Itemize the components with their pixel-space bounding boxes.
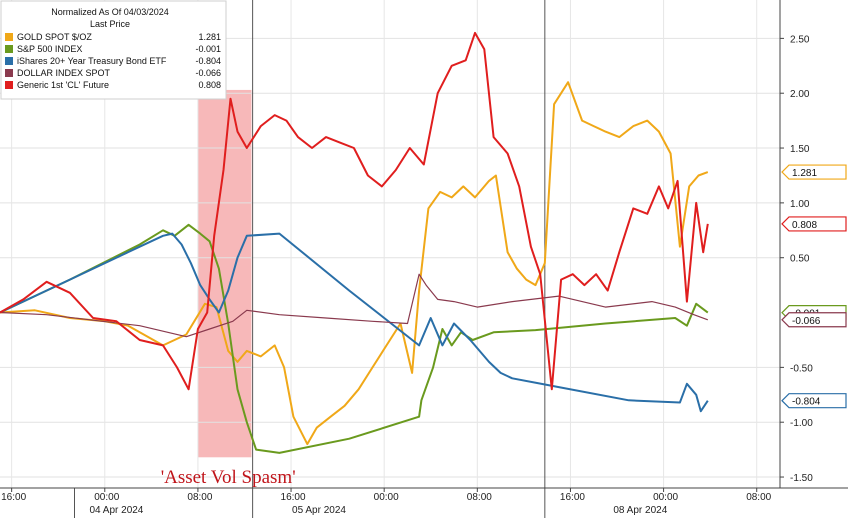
badge-shape [781, 164, 847, 180]
x-date-label: 04 Apr 2024 [89, 505, 143, 516]
x-tick-label: 00:00 [374, 492, 399, 503]
annotation-label: 'Asset Vol Spasm' [161, 467, 296, 488]
y-axis-ticks: 2.50 2.00 1.50 1.00 0.50 -0.50 -1.00 -1.50 [780, 34, 813, 484]
legend-subheader: Last Price [90, 19, 130, 29]
series-line-3 [0, 273, 709, 338]
x-tick-label: 08:00 [187, 492, 212, 503]
legend-series-value: -0.001 [195, 44, 221, 54]
y-tick-label: 1.50 [790, 144, 810, 155]
legend-series-name: Generic 1st 'CL' Future [17, 80, 109, 90]
badge-shape [781, 216, 847, 232]
y-tick-label: -1.50 [790, 473, 813, 484]
x-axis-dates: 04 Apr 2024 05 Apr 2024 08 Apr 2024 [89, 505, 667, 516]
x-tick-label: 00:00 [94, 492, 119, 503]
legend-series-name: S&P 500 INDEX [17, 44, 82, 54]
legend-series-value: -0.804 [195, 56, 221, 66]
y-tick-label: 2.50 [790, 34, 810, 45]
last-price-badge: 0.808 [781, 216, 847, 232]
legend-series-value: -0.066 [195, 68, 221, 78]
y-tick-label: 2.00 [790, 89, 810, 100]
last-price-badge: -0.066 [781, 312, 847, 328]
x-tick-label: 08:00 [746, 492, 771, 503]
legend-series-name: GOLD SPOT $/OZ [17, 32, 92, 42]
badge-value: 0.808 [792, 220, 817, 231]
x-axis-ticks: 16:00 00:00 08:00 16:00 00:00 08:00 16:00 00:00… [1, 488, 772, 503]
series-lines [0, 31, 709, 454]
legend-box [0, 0, 227, 100]
x-tick-label: 16:00 [281, 492, 306, 503]
legend-swatch [5, 45, 13, 53]
series-line-2 [0, 232, 709, 413]
last-price-badge: 1.281 [781, 164, 847, 180]
legend-swatch [5, 57, 13, 65]
legend-series-name: DOLLAR INDEX SPOT [17, 68, 111, 78]
legend-series-name: iShares 20+ Year Treasury Bond ETF [17, 56, 167, 66]
x-tick-label: 16:00 [560, 492, 585, 503]
legend: Normalized As Of 04/03/2024 Last Price G… [0, 0, 227, 100]
badge-value: -0.804 [792, 397, 821, 408]
legend-swatch [5, 81, 13, 89]
badge-shape [781, 393, 847, 409]
y-tick-label: 1.00 [790, 199, 810, 210]
x-tick-label: 00:00 [653, 492, 678, 503]
y-tick-label: -1.00 [790, 418, 813, 429]
legend-swatch [5, 33, 13, 41]
legend-series-value: 0.808 [198, 80, 221, 90]
highlight-band [197, 89, 252, 458]
x-date-label: 08 Apr 2024 [613, 505, 667, 516]
badge-shape [781, 312, 847, 328]
x-tick-label: 16:00 [1, 492, 26, 503]
x-date-label: 05 Apr 2024 [292, 505, 346, 516]
y-tick-label: 0.50 [790, 254, 810, 265]
badge-value: -0.066 [792, 316, 821, 327]
legend-header: Normalized As Of 04/03/2024 [51, 7, 169, 17]
legend-series-value: 1.281 [198, 32, 221, 42]
last-price-badge: -0.804 [781, 393, 847, 409]
x-tick-label: 08:00 [467, 492, 492, 503]
y-tick-label: -0.50 [790, 363, 813, 374]
legend-entries: GOLD SPOT $/OZ 1.281 S&P 500 INDEX -0.001 iS… [5, 32, 221, 90]
series-line-0 [0, 81, 709, 446]
legend-swatch [5, 69, 13, 77]
series-line-4 [0, 31, 709, 391]
series-line-1 [0, 223, 709, 454]
badge-value: 1.281 [792, 168, 817, 179]
